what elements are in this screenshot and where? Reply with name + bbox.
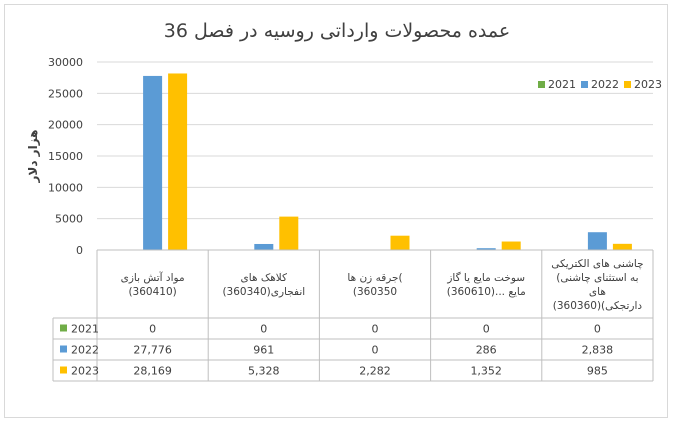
category-label: انفجاری(360340) [222,286,305,298]
y-tick-label: 10000 [48,181,83,194]
y-tick-label: 15000 [48,150,83,163]
category-label: (360350 [353,286,397,298]
legend-swatch-2022 [581,81,588,88]
table-series-label: 2023 [71,365,99,378]
chart-title: عمده محصولات وارداتی روسیه در فصل 36 [164,20,510,42]
category-label: مواد آتش بازی [121,271,185,284]
legend-label-2021: 2021 [548,78,576,91]
data-label: 27,776 [133,344,172,357]
bar-2023-4 [612,243,632,250]
y-tick-label: 25000 [48,87,83,100]
category-label: مایع ...(360610) [447,286,526,298]
bar-2023-2 [390,235,410,250]
bar-2023-0 [168,73,188,250]
table-swatch-2022 [60,345,67,353]
y-tick-label: 30000 [48,56,83,69]
category-label: (360410) [128,286,176,298]
bar-2022-3 [476,248,496,250]
chart-svg: عمده محصولات وارداتی روسیه در فصل 36 هزار… [26,20,662,382]
bar-2022-0 [143,75,163,250]
chart-frame: عمده محصولات وارداتی روسیه در فصل 36 هزار… [4,4,668,418]
data-label: 1,352 [470,365,502,378]
legend-label-2022: 2022 [591,78,619,91]
data-label: 985 [587,365,608,378]
bar-2022-4 [587,232,607,250]
data-label: 2,838 [582,344,614,357]
category-label: جرقه زن ها( [347,272,402,284]
table-series-label: 2021 [71,323,99,336]
table-swatch-2021 [60,324,67,332]
category-label: چاشنی های الکتریکی [551,258,643,270]
y-tick-label: 0 [76,244,83,257]
data-label: 0 [483,323,490,336]
data-label: 0 [149,323,156,336]
category-label: دارتجکی)(360360) [553,300,643,312]
table-swatch-2023 [60,366,67,374]
legend-label-2023: 2023 [634,78,662,91]
data-label: 961 [253,344,274,357]
y-tick-label: 20000 [48,119,83,132]
category-label: (به استثنای چاشنی [556,272,638,284]
bar-2022-1 [254,243,274,250]
y-axis-label: هزار دلار [26,130,40,184]
table-series-label: 2022 [71,344,99,357]
data-label: 5,328 [248,365,280,378]
legend-swatch-2023 [624,81,631,88]
legend-swatch-2021 [538,81,545,88]
category-label: کلاهک های [241,272,288,284]
data-label: 0 [372,323,379,336]
data-label: 28,169 [133,365,172,378]
data-label: 286 [476,344,497,357]
data-label: 2,282 [359,365,391,378]
bar-2023-3 [501,241,521,250]
data-label: 0 [372,344,379,357]
y-tick-label: 5000 [55,213,83,226]
category-label: سوخت مایع یا گاز [446,271,525,284]
data-label: 0 [594,323,601,336]
bar-2023-1 [279,216,299,250]
data-label: 0 [260,323,267,336]
category-label: های [589,286,606,298]
